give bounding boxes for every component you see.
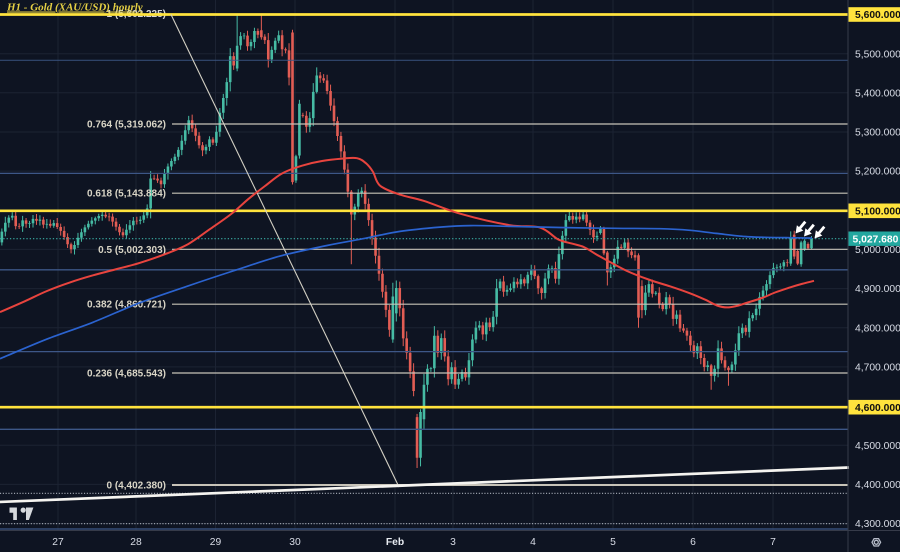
svg-text:5,600.000: 5,600.000	[855, 10, 900, 21]
svg-text:5,100.000: 5,100.000	[855, 206, 900, 217]
svg-text:H1 - Gold (XAU/USD) hourly: H1 - Gold (XAU/USD) hourly	[6, 2, 143, 14]
svg-text:5,400.000: 5,400.000	[855, 88, 900, 99]
svg-text:4: 4	[530, 537, 536, 548]
svg-text:3: 3	[450, 537, 456, 548]
svg-text:0.5 (5,002.303): 0.5 (5,002.303)	[98, 245, 166, 256]
svg-text:4,400.000: 4,400.000	[855, 480, 900, 491]
svg-text:Feb: Feb	[386, 537, 404, 548]
svg-text:4,300.000: 4,300.000	[855, 519, 900, 530]
svg-text:30: 30	[289, 537, 301, 548]
svg-text:28: 28	[130, 537, 142, 548]
svg-text:0.382 (4,860.721): 0.382 (4,860.721)	[87, 300, 166, 311]
svg-text:5,500.000: 5,500.000	[855, 49, 900, 60]
svg-text:6: 6	[690, 537, 696, 548]
svg-text:0 (4,402.380): 0 (4,402.380)	[107, 481, 167, 492]
svg-text:5,200.000: 5,200.000	[855, 167, 900, 178]
svg-text:0.236 (4,685.543): 0.236 (4,685.543)	[87, 369, 166, 380]
svg-text:4,500.000: 4,500.000	[855, 441, 900, 452]
svg-text:0.764 (5,319.062): 0.764 (5,319.062)	[87, 120, 166, 131]
svg-text:5: 5	[610, 537, 616, 548]
svg-text:5,000.000: 5,000.000	[855, 245, 900, 256]
svg-text:0.618 (5,143.884): 0.618 (5,143.884)	[87, 189, 166, 200]
svg-text:4,800.000: 4,800.000	[855, 323, 900, 334]
svg-text:29: 29	[210, 537, 222, 548]
svg-text:4,600.000: 4,600.000	[855, 403, 900, 414]
svg-text:5,300.000: 5,300.000	[855, 128, 900, 139]
svg-text:27: 27	[52, 537, 64, 548]
svg-text:4,700.000: 4,700.000	[855, 363, 900, 374]
svg-text:4,900.000: 4,900.000	[855, 284, 900, 295]
svg-text:7: 7	[770, 537, 776, 548]
svg-text:5,027.680: 5,027.680	[853, 234, 899, 245]
